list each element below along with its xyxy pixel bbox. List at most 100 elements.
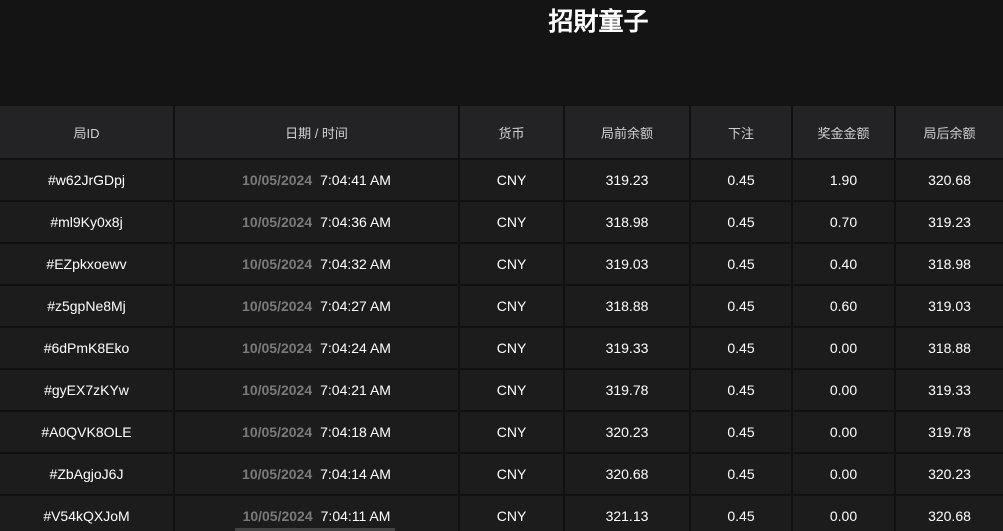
table-row: #gyEX7zKYw 10/05/2024 7:04:21 AM CNY 319.78 0…	[0, 369, 1003, 412]
cell-datetime: 10/05/2024 7:04:11 AM	[174, 495, 460, 531]
table-row: #A0QVK8OLE 10/05/2024 7:04:18 AM CNY 320.23 0…	[0, 411, 1003, 454]
cell-before: 319.78	[564, 369, 691, 412]
cell-date: 10/05/2024	[242, 172, 313, 188]
cell-currency: CNY	[459, 159, 565, 202]
cell-datetime: 10/05/2024 7:04:41 AM	[174, 159, 460, 202]
cell-prize: 0.00	[792, 327, 896, 370]
cell-before: 319.33	[564, 327, 691, 370]
cell-after: 318.98	[895, 243, 1003, 286]
cell-bet: 0.45	[690, 159, 793, 202]
cell-before: 320.68	[564, 453, 691, 496]
cell-after: 318.88	[895, 327, 1003, 370]
cell-time: 7:04:36 AM	[320, 214, 391, 230]
column-header: 奖金金额	[792, 106, 896, 160]
table-row: #ZbAgjoJ6J 10/05/2024 7:04:14 AM CNY 320.68 0…	[0, 453, 1003, 496]
cell-id: #z5gpNe8Mj	[0, 285, 175, 328]
page-title: 招財童子	[548, 8, 649, 36]
cell-datetime: 10/05/2024 7:04:21 AM	[174, 369, 460, 412]
cell-after: 320.23	[895, 453, 1003, 496]
cell-date: 10/05/2024	[242, 256, 313, 272]
column-header: 局ID	[0, 106, 175, 160]
table-row: #w62JrGDpj 10/05/2024 7:04:41 AM CNY 319.23 0…	[0, 159, 1003, 202]
table-body: #w62JrGDpj 10/05/2024 7:04:41 AM CNY 319.23 0…	[0, 159, 1003, 531]
table-row: #V54kQXJoM 10/05/2024 7:04:11 AM CNY 321.13 0…	[0, 495, 1003, 531]
header-row: 局ID 日期 / 时间 货币 局前余额 下注 奖金金额 局后余额	[0, 106, 1003, 160]
cell-datetime: 10/05/2024 7:04:18 AM	[174, 411, 460, 454]
cell-time: 7:04:27 AM	[320, 298, 391, 314]
cell-after: 319.33	[895, 369, 1003, 412]
cell-date: 10/05/2024	[242, 298, 313, 314]
cell-currency: CNY	[459, 243, 565, 286]
cell-before: 319.03	[564, 243, 691, 286]
cell-date: 10/05/2024	[242, 466, 313, 482]
cell-before: 320.23	[564, 411, 691, 454]
cell-date: 10/05/2024	[242, 214, 313, 230]
cell-date: 10/05/2024	[242, 382, 313, 398]
cell-id: #A0QVK8OLE	[0, 411, 175, 454]
cell-prize: 0.60	[792, 285, 896, 328]
cell-currency: CNY	[459, 453, 565, 496]
table-row: #EZpkxoewv 10/05/2024 7:04:32 AM CNY 319.03 0…	[0, 243, 1003, 286]
cell-bet: 0.45	[690, 285, 793, 328]
cell-after: 320.68	[895, 495, 1003, 531]
cell-time: 7:04:32 AM	[320, 256, 391, 272]
cell-before: 318.88	[564, 285, 691, 328]
cell-bet: 0.45	[690, 201, 793, 244]
cell-prize: 0.70	[792, 201, 896, 244]
cell-before: 321.13	[564, 495, 691, 531]
cell-datetime: 10/05/2024 7:04:32 AM	[174, 243, 460, 286]
cell-time: 7:04:24 AM	[320, 340, 391, 356]
column-header: 局前余额	[564, 106, 691, 160]
cell-prize: 0.40	[792, 243, 896, 286]
cell-after: 319.03	[895, 285, 1003, 328]
cell-bet: 0.45	[690, 453, 793, 496]
cell-time: 7:04:14 AM	[320, 466, 391, 482]
cell-id: #w62JrGDpj	[0, 159, 175, 202]
cell-prize: 0.00	[792, 411, 896, 454]
cell-bet: 0.45	[690, 243, 793, 286]
cell-currency: CNY	[459, 201, 565, 244]
cell-datetime: 10/05/2024 7:04:24 AM	[174, 327, 460, 370]
column-header: 局后余额	[895, 106, 1003, 160]
cell-bet: 0.45	[690, 411, 793, 454]
cell-prize: 0.00	[792, 453, 896, 496]
cell-bet: 0.45	[690, 495, 793, 531]
cell-id: #gyEX7zKYw	[0, 369, 175, 412]
cell-bet: 0.45	[690, 369, 793, 412]
column-header: 下注	[690, 106, 793, 160]
table-row: #ml9Ky0x8j 10/05/2024 7:04:36 AM CNY 318.98 0…	[0, 201, 1003, 244]
history-table: 局ID 日期 / 时间 货币 局前余额 下注 奖金金额 局后余额 #w62JrGDpj 10/…	[0, 106, 1003, 531]
column-header: 货币	[459, 106, 565, 160]
cell-id: #ZbAgjoJ6J	[0, 453, 175, 496]
cell-currency: CNY	[459, 369, 565, 412]
cell-bet: 0.45	[690, 327, 793, 370]
cell-after: 319.23	[895, 201, 1003, 244]
cell-time: 7:04:18 AM	[320, 424, 391, 440]
cell-time: 7:04:21 AM	[320, 382, 391, 398]
cell-time: 7:04:41 AM	[320, 172, 391, 188]
cell-date: 10/05/2024	[242, 340, 313, 356]
cell-currency: CNY	[459, 327, 565, 370]
cell-datetime: 10/05/2024 7:04:14 AM	[174, 453, 460, 496]
cell-prize: 0.00	[792, 495, 896, 531]
cell-id: #V54kQXJoM	[0, 495, 175, 531]
cell-id: #EZpkxoewv	[0, 243, 175, 286]
scrollbar[interactable]	[235, 528, 395, 531]
cell-datetime: 10/05/2024 7:04:36 AM	[174, 201, 460, 244]
cell-after: 319.78	[895, 411, 1003, 454]
cell-after: 320.68	[895, 159, 1003, 202]
cell-time: 7:04:11 AM	[320, 508, 391, 524]
cell-id: #ml9Ky0x8j	[0, 201, 175, 244]
table-row: #6dPmK8Eko 10/05/2024 7:04:24 AM CNY 319.33 0…	[0, 327, 1003, 370]
cell-id: #6dPmK8Eko	[0, 327, 175, 370]
cell-before: 319.23	[564, 159, 691, 202]
cell-date: 10/05/2024	[242, 424, 313, 440]
table-row: #z5gpNe8Mj 10/05/2024 7:04:27 AM CNY 318.88 0…	[0, 285, 1003, 328]
cell-before: 318.98	[564, 201, 691, 244]
cell-prize: 1.90	[792, 159, 896, 202]
cell-currency: CNY	[459, 285, 565, 328]
cell-currency: CNY	[459, 495, 565, 531]
cell-date: 10/05/2024	[242, 508, 313, 524]
cell-datetime: 10/05/2024 7:04:27 AM	[174, 285, 460, 328]
